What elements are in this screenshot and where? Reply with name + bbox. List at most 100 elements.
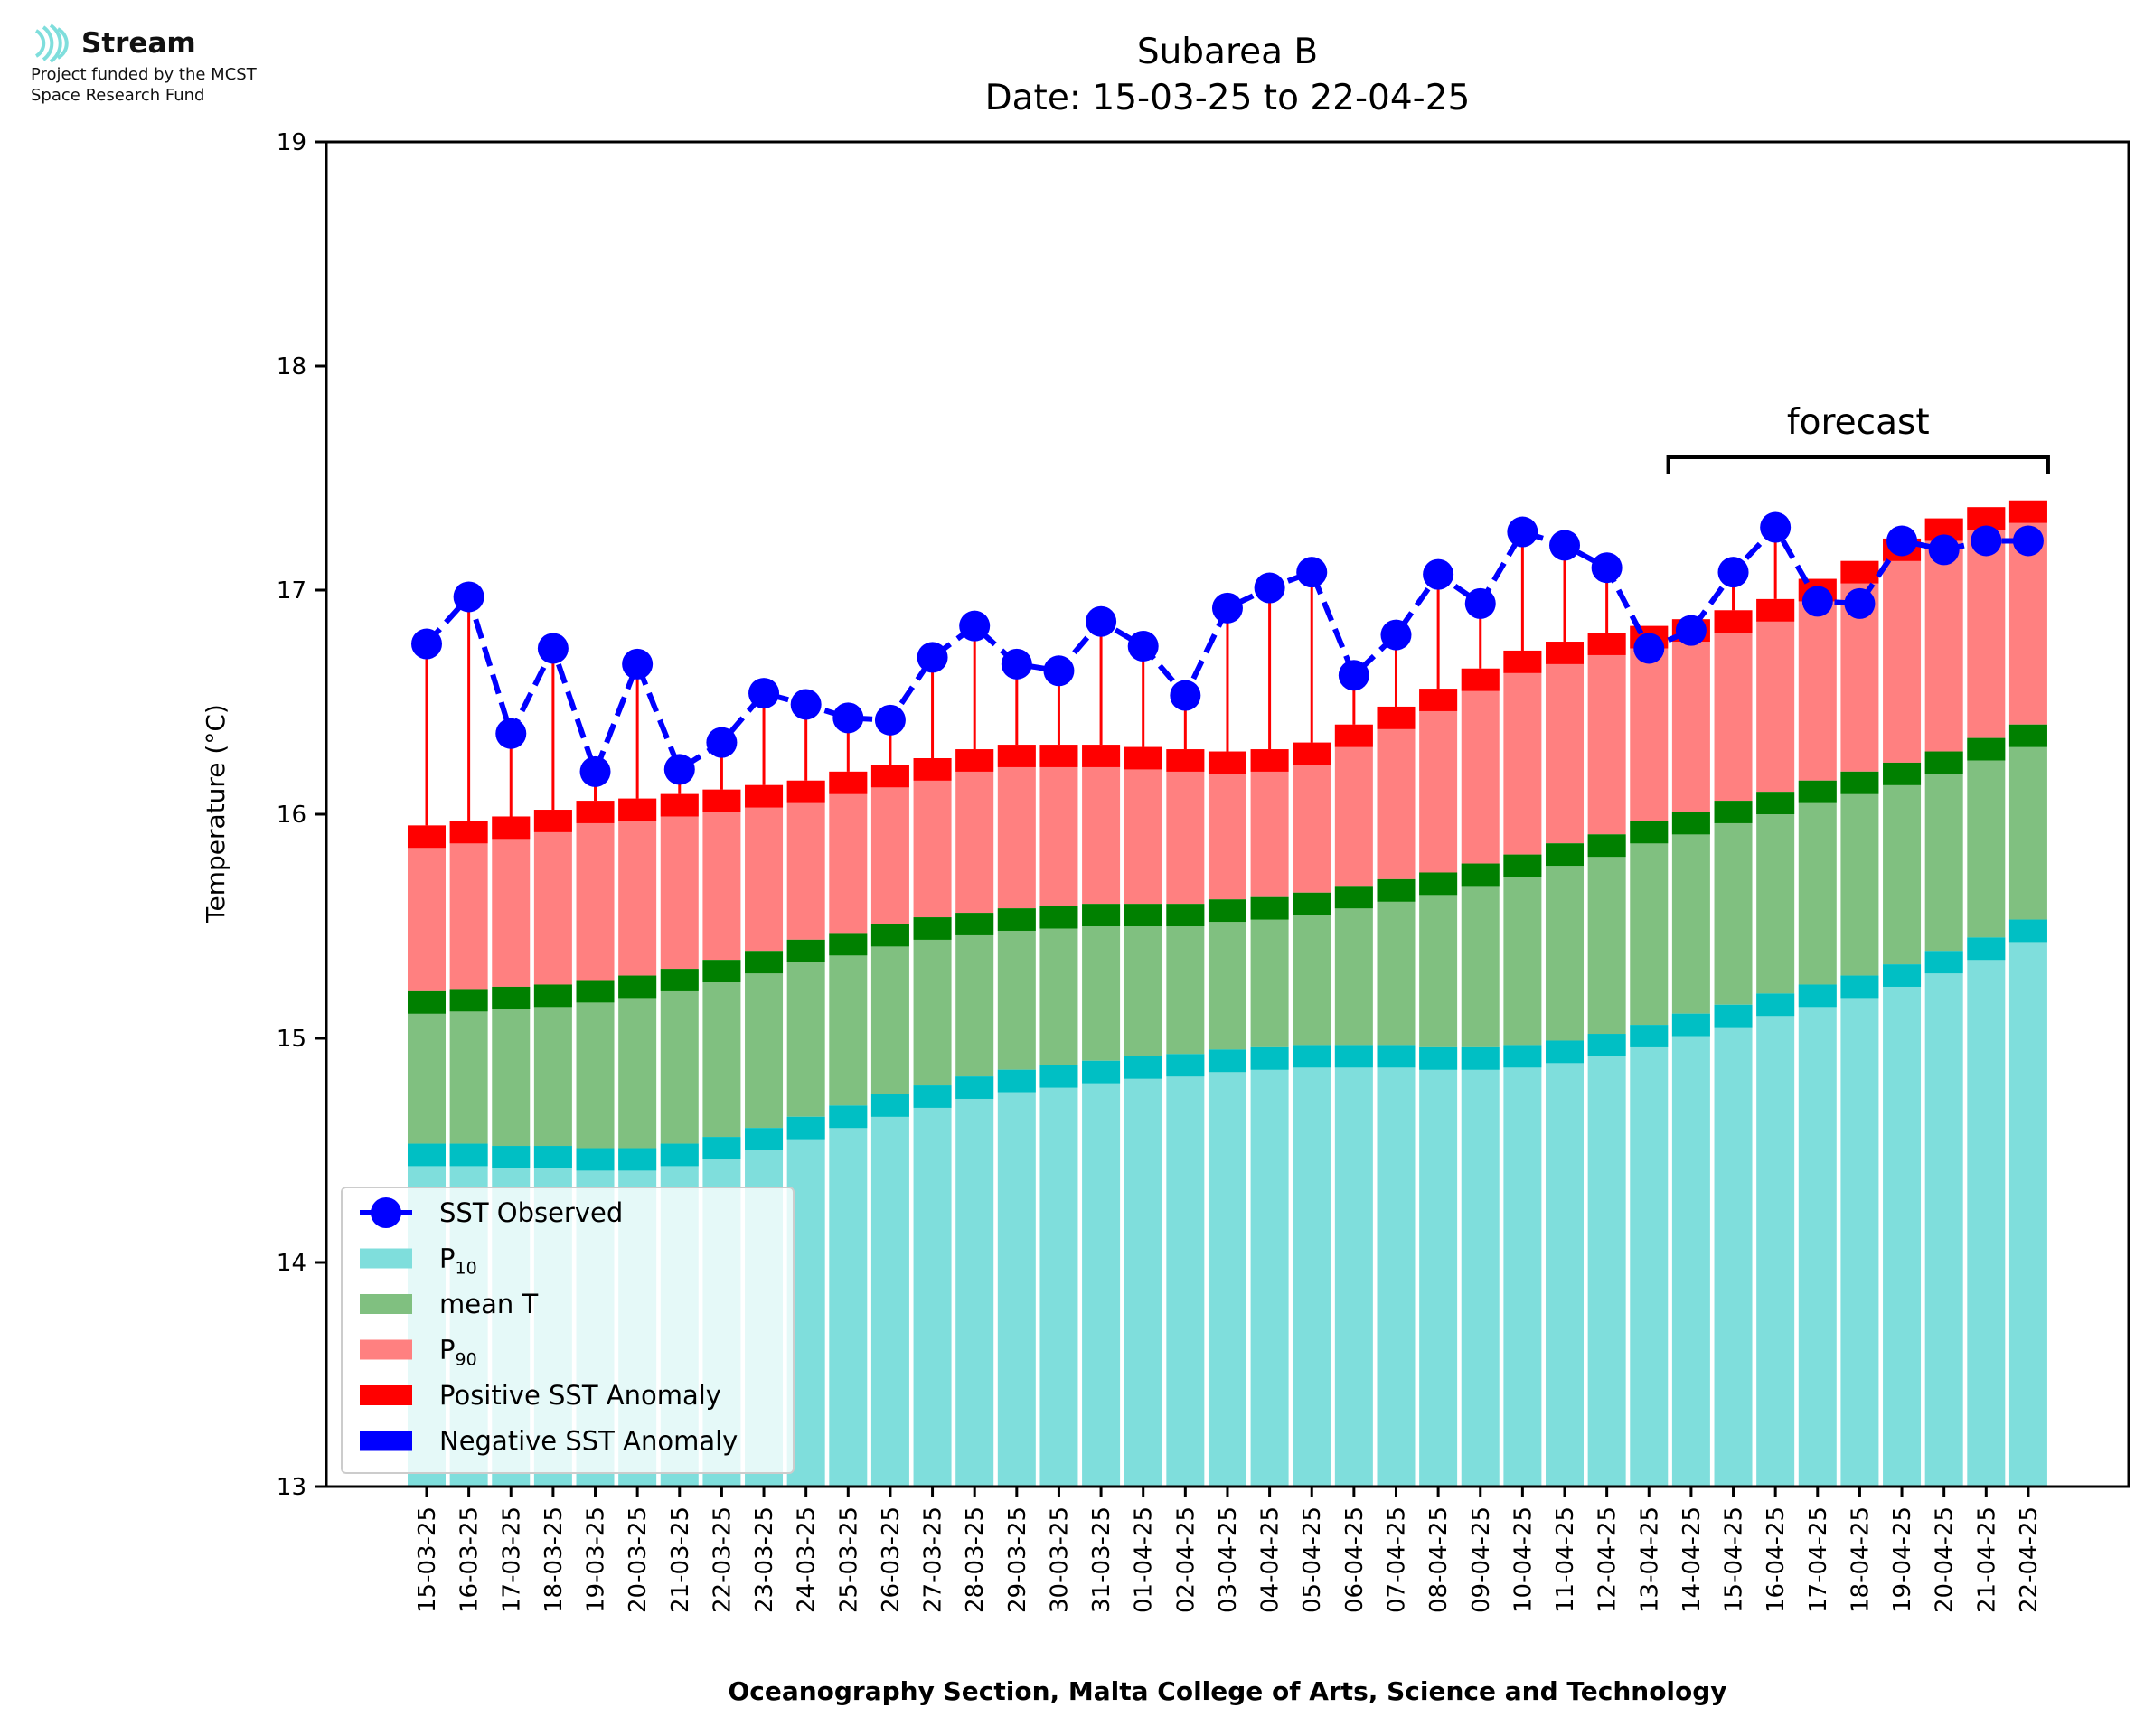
x-tick-label: 28-03-25 — [962, 1506, 989, 1613]
x-tick-label: 05-04-25 — [1299, 1506, 1326, 1613]
p10-edge — [1924, 951, 1963, 974]
y-tick-label: 18 — [277, 353, 306, 380]
p10-bar — [913, 1085, 952, 1487]
mean-bar — [492, 986, 531, 1147]
p10-bar — [1714, 1004, 1753, 1487]
p90-bar — [408, 825, 446, 991]
stream-logo: Stream Project funded by the MCST Space … — [31, 23, 356, 105]
p90-edge — [829, 771, 868, 794]
x-tick-label: 02-04-25 — [1172, 1506, 1199, 1613]
p10-edge — [1756, 993, 1795, 1017]
forecast-label: forecast — [1787, 402, 1930, 443]
x-tick-label: 29-03-25 — [1004, 1506, 1031, 1613]
x-tick-label: 27-03-25 — [920, 1506, 947, 1613]
sst-observed-point — [1043, 655, 1075, 687]
p90-bar — [1587, 633, 1626, 835]
p10-edge — [1334, 1045, 1373, 1068]
y-axis-label: Temperature (°C) — [201, 704, 230, 924]
p10-edge — [492, 1146, 531, 1168]
p10-edge — [408, 1143, 446, 1167]
p90-bar — [576, 801, 615, 981]
mean-bar — [829, 933, 868, 1106]
mean-bar — [1671, 812, 1710, 1014]
funding-line-2: Space Research Fund — [31, 86, 205, 105]
sst-observed-point — [1464, 587, 1496, 619]
sst-observed-point — [1507, 516, 1538, 548]
p90-edge — [1377, 706, 1416, 729]
mean-bar — [533, 984, 572, 1147]
sst-observed-point — [959, 610, 991, 642]
p10-edge — [1377, 1045, 1416, 1068]
sst-observed-point — [1380, 619, 1412, 651]
p90-edge — [997, 745, 1036, 767]
mean-edge — [1334, 886, 1373, 909]
mean-edge — [1039, 906, 1078, 929]
sst-observed-point — [1170, 680, 1201, 711]
p10-edge — [1967, 937, 2006, 961]
p10-bar — [1250, 1046, 1289, 1487]
p10-bar — [1419, 1046, 1458, 1487]
mean-edge — [660, 969, 699, 991]
mean-edge — [1377, 878, 1416, 902]
x-tick-label: 18-04-25 — [1847, 1506, 1874, 1613]
p10-edge — [829, 1105, 868, 1129]
p90-edge — [1840, 560, 1879, 584]
mean-edge — [1840, 771, 1879, 794]
mean-edge — [913, 917, 952, 940]
p10-edge — [1840, 975, 1879, 999]
mean-edge — [1124, 904, 1162, 926]
p10-edge — [1419, 1046, 1458, 1070]
x-tick-label: 21-04-25 — [1973, 1506, 2000, 1613]
x-tick-label: 03-04-25 — [1215, 1506, 1242, 1613]
x-tick-label: 12-04-25 — [1594, 1506, 1622, 1613]
p10-bar — [2008, 919, 2047, 1487]
p10-bar — [1630, 1025, 1669, 1487]
mean-bar — [2008, 724, 2047, 920]
p90-edge — [745, 784, 784, 808]
mean-bar — [618, 975, 657, 1149]
p90-edge — [492, 816, 531, 840]
legend-swatch — [360, 1431, 412, 1451]
p10-bar — [1546, 1040, 1585, 1487]
p90-edge — [1587, 633, 1626, 655]
chart-title: Subarea B — [1137, 32, 1318, 72]
mean-edge — [1166, 904, 1205, 926]
y-tick-label: 19 — [277, 129, 306, 156]
p10-edge — [1798, 984, 1837, 1008]
y-tick-label: 16 — [277, 802, 306, 829]
sst-observed-point — [537, 633, 569, 664]
mean-bar — [1124, 904, 1162, 1056]
mean-bar — [1419, 872, 1458, 1047]
p10-bar — [870, 1094, 909, 1487]
mean-bar — [1166, 904, 1205, 1055]
p10-edge — [955, 1076, 994, 1099]
legend-swatch — [360, 1339, 412, 1360]
p90-edge — [1293, 742, 1331, 765]
p10-bar — [1883, 964, 1922, 1487]
sst-observed-point — [453, 581, 484, 613]
mean-edge — [492, 986, 531, 1009]
p90-edge — [1714, 610, 1753, 633]
legend-label: SST Observed — [439, 1197, 623, 1228]
x-tick-label: 08-04-25 — [1425, 1506, 1453, 1613]
p90-bar — [1334, 724, 1373, 887]
p90-edge — [1124, 746, 1162, 770]
mean-edge — [1630, 821, 1669, 844]
x-tick-label: 23-03-25 — [751, 1506, 778, 1613]
mean-bar — [955, 913, 994, 1077]
p10-edge — [1039, 1065, 1078, 1088]
sst-observed-point — [832, 702, 864, 734]
p90-bar — [1883, 538, 1922, 763]
p90-edge — [1250, 749, 1289, 772]
mean-bar — [1630, 821, 1669, 1026]
mean-bar — [1334, 886, 1373, 1046]
p90-bar — [1461, 668, 1500, 864]
x-tick-label: 26-03-25 — [878, 1506, 905, 1613]
mean-edge — [702, 960, 741, 982]
x-tick-label: 19-03-25 — [583, 1506, 610, 1613]
p10-bar — [1166, 1054, 1205, 1487]
mean-bar — [1587, 834, 1626, 1035]
mean-edge — [576, 980, 615, 1003]
p10-edge — [449, 1143, 488, 1167]
mean-edge — [870, 924, 909, 947]
